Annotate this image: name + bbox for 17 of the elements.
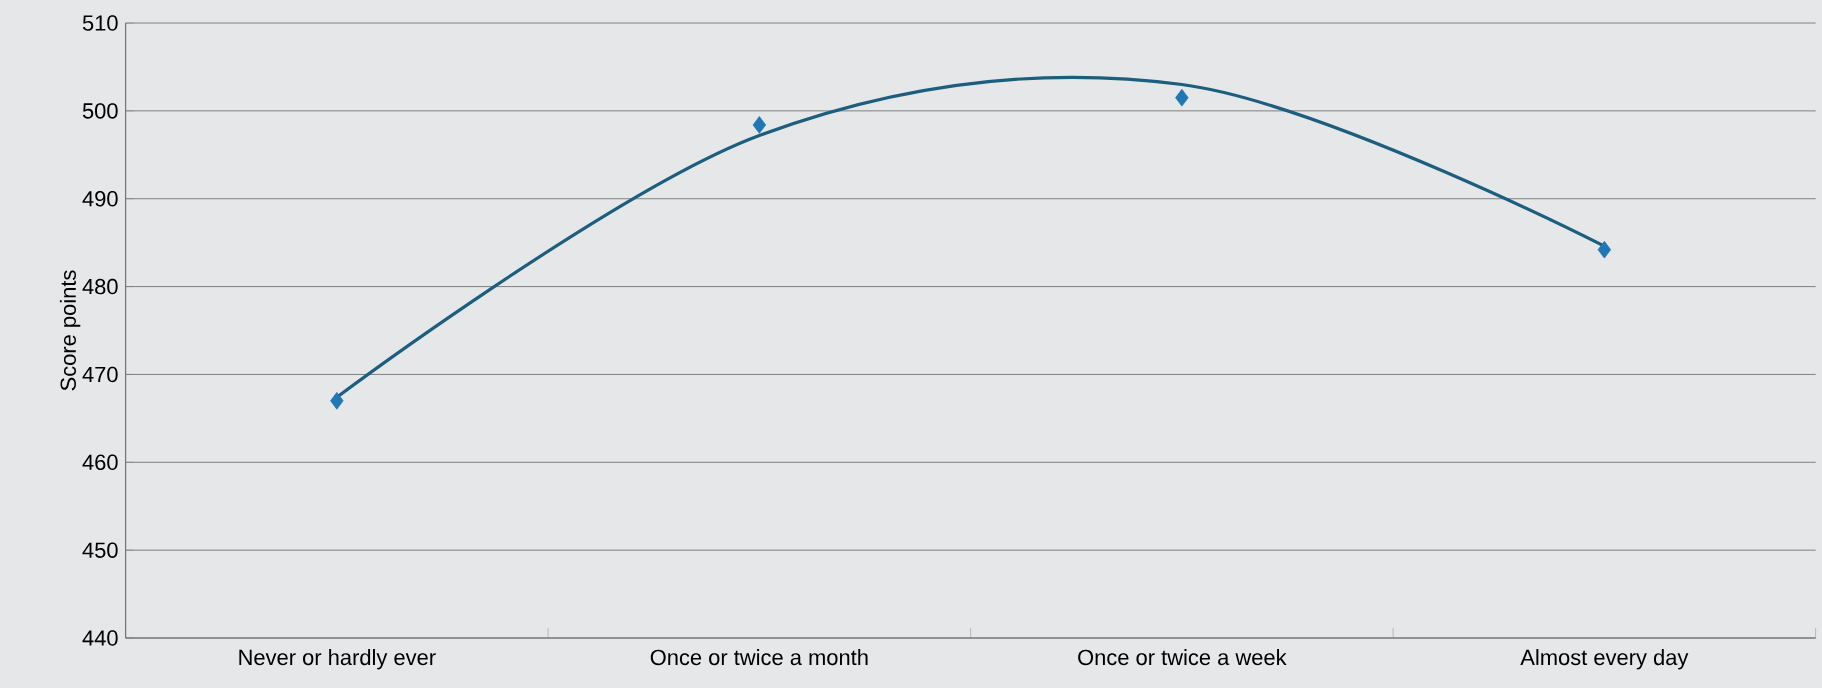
y-tick-label: 440 — [82, 630, 118, 646]
y-tick-label: 490 — [82, 190, 118, 207]
y-tick-label: 480 — [82, 278, 118, 295]
y-axis-title: Score points — [59, 270, 81, 391]
y-tick-label: 470 — [82, 366, 118, 383]
y-tick-label: 450 — [82, 542, 118, 558]
point — [1175, 88, 1189, 107]
x-tick-label: Once or twice a month — [650, 649, 868, 666]
y-tick-label: 500 — [82, 103, 118, 119]
x-tick-label: Never or hardly ever — [239, 649, 436, 670]
y-tick-label: 510 — [82, 15, 118, 31]
x-tick-label: Almost every day — [1520, 649, 1689, 670]
point — [752, 116, 767, 134]
point — [330, 391, 344, 410]
x-tick-label: Once or twice a week — [1078, 649, 1287, 666]
point — [1597, 240, 1612, 259]
y-tick-label: 460 — [82, 454, 118, 471]
